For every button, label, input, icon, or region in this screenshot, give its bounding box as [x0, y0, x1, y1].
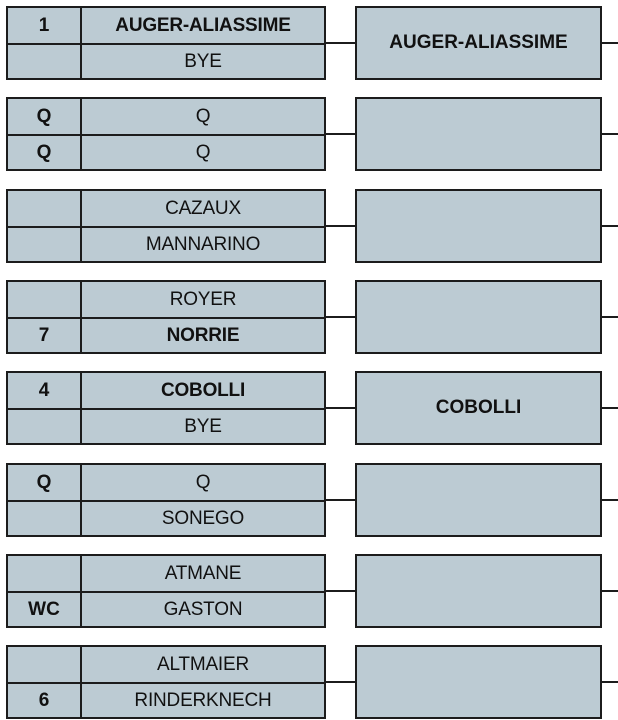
player-row[interactable]: 1 AUGER-ALIASSIME: [8, 8, 324, 45]
player-name: RINDERKNECH: [134, 689, 272, 711]
match: 4 COBOLLI BYE COBOLLI: [0, 371, 618, 445]
player-name: SONEGO: [161, 507, 245, 529]
match: Q Q Q Q: [0, 97, 618, 171]
player-name: Q: [195, 471, 211, 493]
player-name: ROYER: [169, 288, 237, 310]
player-seed: 4: [8, 373, 82, 408]
connector-line: [326, 225, 355, 227]
connector-line: [602, 499, 618, 501]
player-name: CAZAUX: [165, 197, 241, 219]
player-row[interactable]: ATMANE: [8, 556, 324, 593]
next-round-slot[interactable]: [355, 554, 602, 628]
player-row[interactable]: 7 NORRIE: [8, 319, 324, 352]
next-round-slot[interactable]: [355, 189, 602, 263]
connector-line: [326, 681, 355, 683]
player-name: ATMANE: [164, 562, 242, 584]
player-name: BYE: [184, 415, 222, 437]
player-row[interactable]: Q Q: [8, 99, 324, 136]
connector-line: [326, 133, 355, 135]
first-round-match-box: 1 AUGER-ALIASSIME BYE: [6, 6, 326, 80]
next-round-slot[interactable]: [355, 463, 602, 537]
player-seed: [8, 282, 82, 317]
player-seed: 1: [8, 8, 82, 43]
player-name: Q: [195, 105, 211, 127]
connector-line: [602, 225, 618, 227]
player-row[interactable]: ALTMAIER: [8, 647, 324, 684]
player-seed: [8, 647, 82, 682]
player-seed: Q: [8, 99, 82, 134]
next-round-slot[interactable]: [355, 280, 602, 354]
player-row[interactable]: Q Q: [8, 136, 324, 169]
next-round-slot[interactable]: COBOLLI: [355, 371, 602, 445]
match: ALTMAIER 6 RINDERKNECH: [0, 645, 618, 719]
first-round-match-box: Q Q Q Q: [6, 97, 326, 171]
first-round-match-box: CAZAUX MANNARINO: [6, 189, 326, 263]
first-round-match-box: Q Q SONEGO: [6, 463, 326, 537]
player-seed: WC: [8, 593, 82, 626]
connector-line: [326, 42, 355, 44]
first-round-match-box: ROYER 7 NORRIE: [6, 280, 326, 354]
connector-line: [326, 316, 355, 318]
match: ATMANE WC GASTON: [0, 554, 618, 628]
player-seed: [8, 45, 82, 78]
connector-line: [326, 590, 355, 592]
connector-line: [602, 42, 618, 44]
next-round-slot[interactable]: [355, 97, 602, 171]
match: Q Q SONEGO: [0, 463, 618, 537]
player-seed: [8, 502, 82, 535]
first-round-match-box: 4 COBOLLI BYE: [6, 371, 326, 445]
first-round-match-box: ALTMAIER 6 RINDERKNECH: [6, 645, 326, 719]
player-seed: Q: [8, 465, 82, 500]
player-seed: 7: [8, 319, 82, 352]
player-row[interactable]: WC GASTON: [8, 593, 324, 626]
match: ROYER 7 NORRIE: [0, 280, 618, 354]
player-name: AUGER-ALIASSIME: [115, 14, 291, 36]
connector-line: [602, 316, 618, 318]
player-name: GASTON: [163, 598, 243, 620]
player-row[interactable]: BYE: [8, 410, 324, 443]
player-seed: [8, 410, 82, 443]
player-row[interactable]: MANNARINO: [8, 228, 324, 261]
player-row[interactable]: 6 RINDERKNECH: [8, 684, 324, 717]
player-row[interactable]: BYE: [8, 45, 324, 78]
connector-line: [602, 590, 618, 592]
player-row[interactable]: SONEGO: [8, 502, 324, 535]
connector-line: [602, 681, 618, 683]
connector-line: [326, 407, 355, 409]
next-round-slot[interactable]: AUGER-ALIASSIME: [355, 6, 602, 80]
player-seed: [8, 228, 82, 261]
player-seed: Q: [8, 136, 82, 169]
next-round-slot[interactable]: [355, 645, 602, 719]
player-name: MANNARINO: [145, 233, 261, 255]
connector-line: [602, 407, 618, 409]
player-seed: [8, 556, 82, 591]
player-row[interactable]: 4 COBOLLI: [8, 373, 324, 410]
player-row[interactable]: ROYER: [8, 282, 324, 319]
player-name: COBOLLI: [160, 379, 246, 401]
match: CAZAUX MANNARINO: [0, 189, 618, 263]
player-name: Q: [195, 141, 211, 163]
player-name: BYE: [184, 50, 222, 72]
player-name: ALTMAIER: [156, 653, 249, 675]
player-row[interactable]: Q Q: [8, 465, 324, 502]
player-row[interactable]: CAZAUX: [8, 191, 324, 228]
player-seed: [8, 191, 82, 226]
match: 1 AUGER-ALIASSIME BYE AUGER-ALIASSIME: [0, 6, 618, 80]
first-round-match-box: ATMANE WC GASTON: [6, 554, 326, 628]
connector-line: [326, 499, 355, 501]
player-seed: 6: [8, 684, 82, 717]
player-name: NORRIE: [166, 324, 240, 346]
connector-line: [602, 133, 618, 135]
